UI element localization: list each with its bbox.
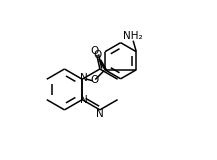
Text: O: O bbox=[90, 46, 99, 56]
Text: N: N bbox=[96, 109, 104, 119]
Text: O: O bbox=[90, 75, 98, 85]
Text: O: O bbox=[93, 50, 101, 60]
Text: N: N bbox=[80, 95, 88, 105]
Text: NH₂: NH₂ bbox=[123, 31, 142, 41]
Text: N: N bbox=[80, 73, 88, 83]
